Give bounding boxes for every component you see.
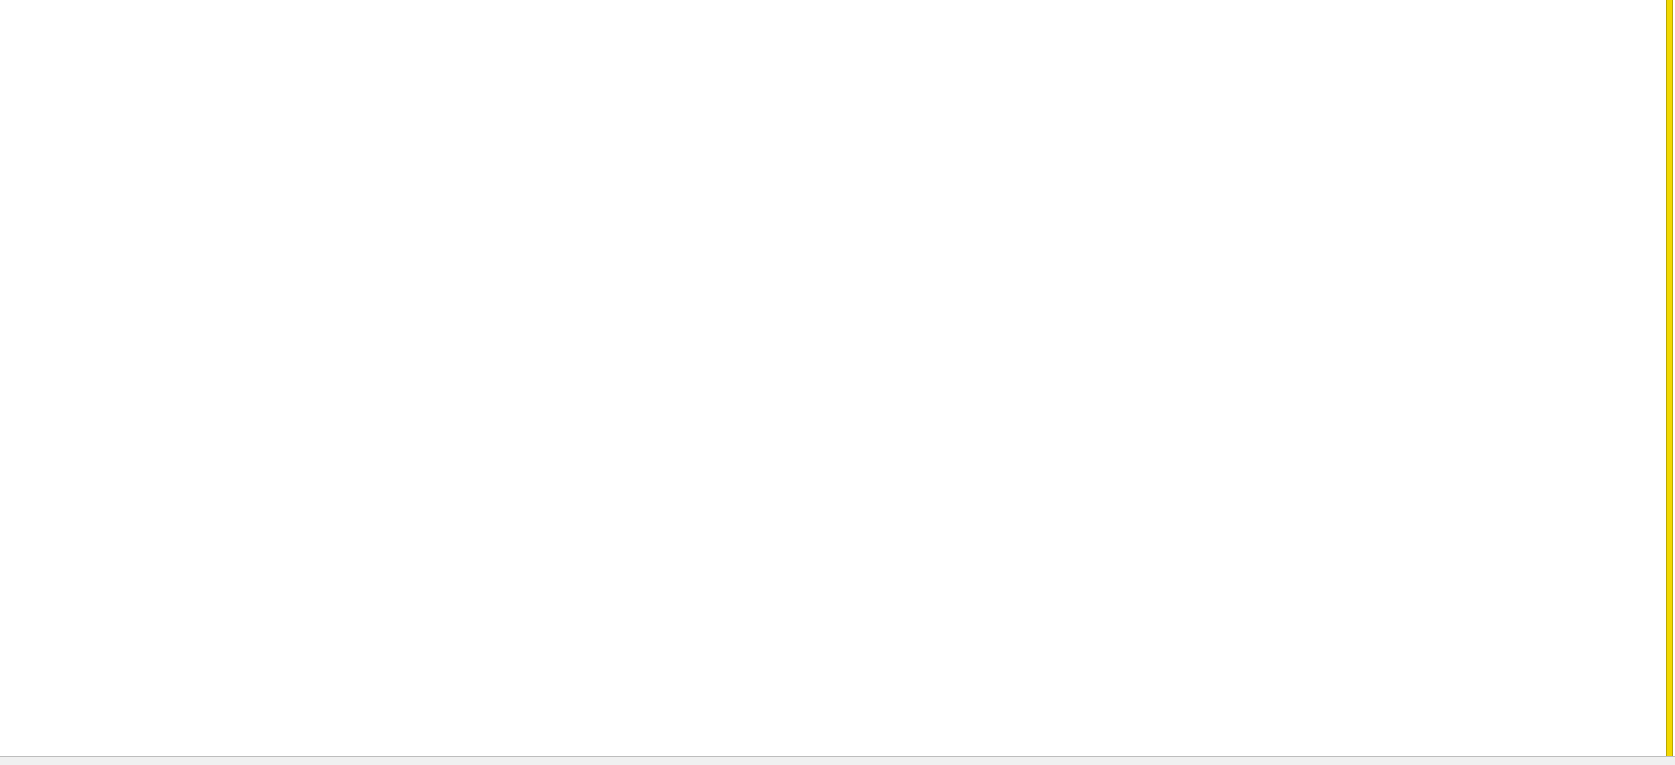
status-bar — [0, 756, 1675, 765]
right-edge-stripe — [1666, 0, 1673, 757]
